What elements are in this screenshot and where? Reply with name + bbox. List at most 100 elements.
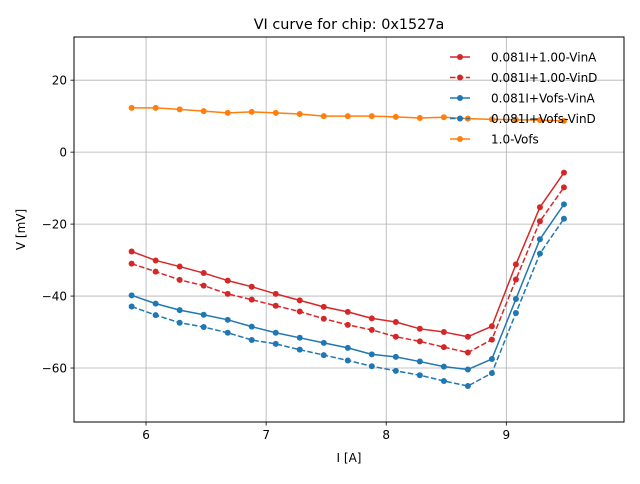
series-layer bbox=[128, 104, 567, 390]
series-0-081i-1-00-vina bbox=[128, 169, 567, 340]
data-point bbox=[512, 276, 519, 283]
data-point bbox=[296, 334, 303, 341]
data-point bbox=[392, 367, 399, 374]
data-point bbox=[392, 353, 399, 360]
legend-item: 1.0-Vofs bbox=[450, 132, 539, 146]
series-0-081i-vofs-vind bbox=[128, 215, 567, 390]
data-point bbox=[224, 109, 231, 116]
data-point bbox=[320, 315, 327, 322]
data-point bbox=[128, 260, 135, 267]
data-point bbox=[464, 366, 471, 373]
legend: 0.081I+1.00-VinA 0.081I+1.00-VinD 0.081I+V… bbox=[450, 50, 597, 146]
data-point bbox=[560, 169, 567, 176]
data-point bbox=[464, 333, 471, 340]
data-point bbox=[416, 372, 423, 379]
data-point bbox=[512, 116, 519, 123]
legend-marker bbox=[457, 115, 463, 122]
y-tick-label: −60 bbox=[42, 361, 67, 375]
legend-item: 0.081I+Vofs-VinD bbox=[450, 112, 596, 126]
data-point bbox=[176, 319, 183, 326]
x-axis-label: I [A] bbox=[337, 451, 362, 465]
legend-label: 0.081I+Vofs-VinA bbox=[491, 91, 596, 105]
plot-frame bbox=[73, 36, 625, 423]
data-point bbox=[440, 363, 447, 370]
data-point bbox=[296, 111, 303, 117]
data-point bbox=[224, 290, 231, 297]
legend-marker bbox=[457, 54, 463, 60]
data-point bbox=[248, 323, 255, 330]
y-axis-label: V [mV] bbox=[14, 209, 28, 250]
data-point bbox=[128, 104, 135, 111]
data-point bbox=[512, 309, 519, 316]
data-point bbox=[296, 346, 303, 353]
data-point bbox=[176, 263, 183, 270]
legend-marker bbox=[457, 74, 463, 81]
data-point bbox=[320, 303, 327, 310]
data-point bbox=[416, 114, 423, 121]
data-point bbox=[272, 290, 279, 297]
legend-item: 0.081I+1.00-VinA bbox=[450, 50, 597, 64]
data-point bbox=[272, 340, 279, 347]
data-point bbox=[560, 117, 567, 124]
data-point bbox=[392, 113, 399, 120]
chart-title: VI curve for chip: 0x1527a bbox=[254, 17, 445, 33]
y-tick-label: −20 bbox=[42, 217, 67, 231]
x-tick-label: 8 bbox=[382, 428, 390, 442]
data-point bbox=[368, 363, 375, 370]
legend-marker bbox=[457, 136, 463, 142]
data-point bbox=[200, 282, 207, 289]
data-point bbox=[200, 324, 207, 331]
data-point bbox=[200, 311, 207, 318]
data-point bbox=[560, 201, 567, 208]
data-point bbox=[128, 303, 135, 310]
data-point bbox=[152, 104, 159, 111]
legend-item: 0.081I+1.00-VinD bbox=[450, 71, 597, 85]
axis-ticks: 6 7 8 9 −60 −40 −20 0 20 bbox=[42, 73, 510, 442]
data-point bbox=[368, 351, 375, 358]
data-point bbox=[464, 383, 471, 390]
data-point bbox=[248, 336, 255, 343]
data-point bbox=[488, 323, 495, 330]
x-tick-label: 6 bbox=[142, 428, 150, 442]
data-point bbox=[344, 308, 351, 315]
data-point bbox=[272, 302, 279, 309]
data-point bbox=[416, 358, 423, 365]
y-tick-label: 0 bbox=[59, 145, 67, 159]
legend-label: 0.081I+1.00-VinD bbox=[491, 71, 597, 85]
data-point bbox=[272, 329, 279, 336]
data-point bbox=[200, 270, 207, 277]
data-point bbox=[560, 184, 567, 191]
data-point bbox=[440, 377, 447, 384]
x-tick-label: 9 bbox=[502, 428, 510, 442]
data-point bbox=[392, 333, 399, 340]
data-point bbox=[416, 325, 423, 332]
data-point bbox=[248, 283, 255, 290]
data-point bbox=[296, 308, 303, 315]
data-point bbox=[224, 316, 231, 323]
data-point bbox=[224, 277, 231, 284]
series-1-0-vofs bbox=[128, 104, 567, 124]
data-point bbox=[512, 261, 519, 268]
data-point bbox=[488, 116, 495, 123]
data-point bbox=[344, 113, 351, 120]
data-point bbox=[512, 295, 519, 302]
data-point bbox=[536, 218, 543, 225]
data-point bbox=[272, 109, 279, 116]
data-point bbox=[176, 276, 183, 283]
data-point bbox=[560, 215, 567, 222]
data-point bbox=[392, 318, 399, 325]
x-tick-label: 7 bbox=[262, 428, 270, 442]
data-point bbox=[320, 339, 327, 346]
data-point bbox=[248, 108, 255, 115]
data-point bbox=[344, 344, 351, 351]
legend-label: 0.081I+Vofs-VinD bbox=[491, 112, 596, 126]
data-point bbox=[320, 352, 327, 359]
legend-item: 0.081I+Vofs-VinA bbox=[450, 91, 596, 105]
data-point bbox=[344, 321, 351, 328]
data-point bbox=[416, 338, 423, 345]
data-point bbox=[536, 204, 543, 211]
data-point bbox=[488, 370, 495, 377]
data-point bbox=[368, 326, 375, 333]
legend-marker bbox=[457, 95, 463, 101]
